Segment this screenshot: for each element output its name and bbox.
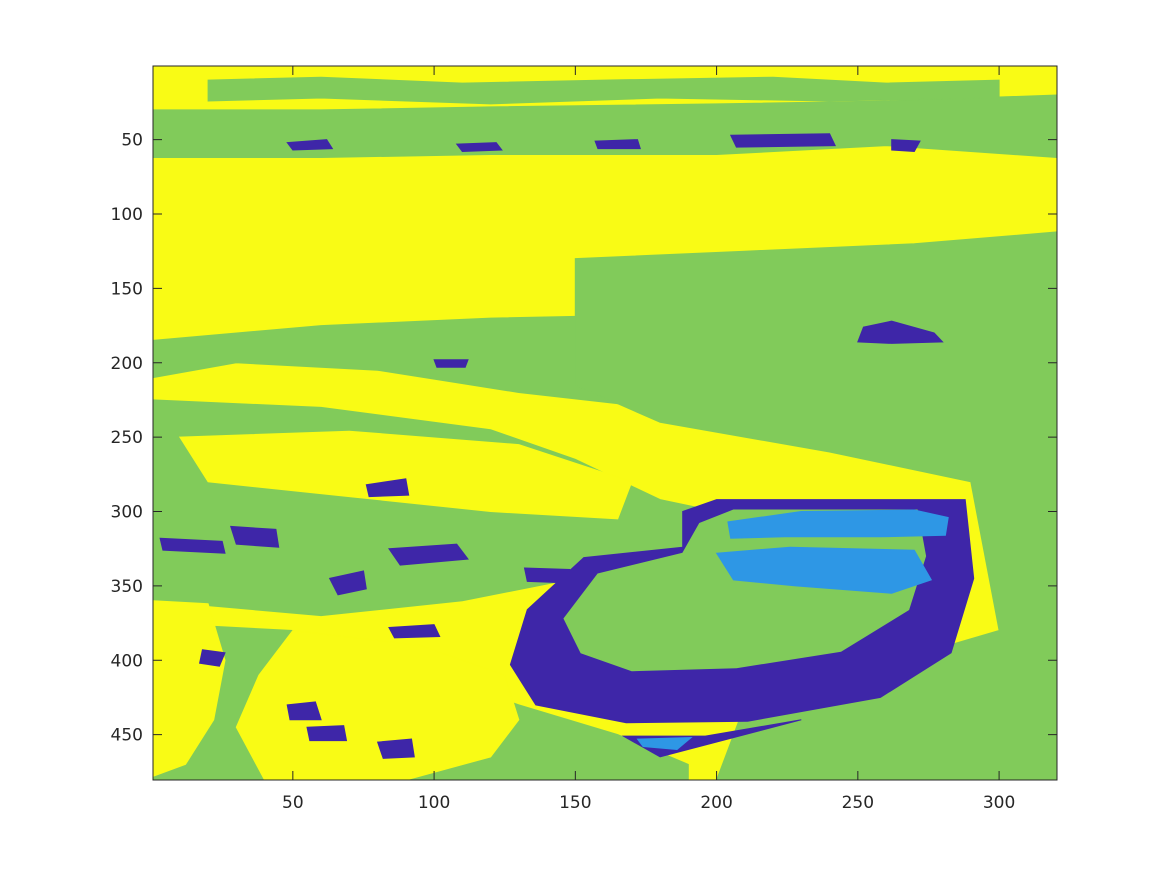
region-boat-seat-middle [715, 546, 933, 594]
region-rock-17 [376, 738, 415, 759]
region-rock-7 [433, 359, 469, 368]
y-tick-label: 150 [111, 279, 143, 299]
region-rock-15 [286, 701, 322, 721]
y-axis: 50 100 150 200 250 300 350 400 450 [111, 131, 1057, 746]
region-rock-18 [199, 649, 226, 667]
region-left-strip-yellow [153, 600, 226, 777]
region-rock-4 [729, 133, 836, 148]
y-tick-label: 200 [111, 354, 143, 374]
x-tick-label: 300 [983, 793, 1015, 813]
y-tick-label: 50 [121, 131, 143, 151]
x-tick-label: 100 [418, 793, 450, 813]
y-tick-label: 300 [111, 503, 143, 523]
x-tick-label: 50 [282, 793, 304, 813]
y-tick-label: 400 [111, 651, 143, 671]
region-rock-2 [455, 142, 503, 153]
region-rock-11 [328, 570, 367, 596]
region-mid-yellow-streaks [178, 430, 633, 520]
region-rock-10 [365, 478, 410, 498]
y-tick-label: 450 [111, 726, 143, 746]
region-bottom-center-yellow [235, 629, 520, 780]
x-axis: 50 100 150 200 250 300 [282, 66, 1015, 813]
region-rock-3 [594, 139, 641, 150]
region-boat-seat-rear [727, 509, 949, 539]
region-rock-9 [230, 525, 280, 548]
y-tick-label: 100 [111, 205, 143, 225]
region-rock-13 [523, 567, 571, 584]
region-rock-12 [387, 543, 469, 566]
x-tick-label: 150 [559, 793, 591, 813]
y-tick-label: 250 [111, 428, 143, 448]
x-tick-label: 200 [700, 793, 732, 813]
region-rock-8 [159, 537, 226, 554]
region-boat-shadow-light [636, 737, 693, 751]
region-top-patches [207, 76, 1000, 105]
x-tick-label: 250 [842, 793, 874, 813]
region-rock-5 [891, 139, 921, 153]
heatmap-image [153, 66, 1057, 780]
region-rock-16 [306, 725, 348, 742]
region-rock-14 [388, 624, 441, 639]
region-rock-1 [286, 139, 334, 151]
region-rock-6 [857, 320, 944, 344]
axes-box [152, 65, 1058, 781]
y-tick-label: 350 [111, 577, 143, 597]
